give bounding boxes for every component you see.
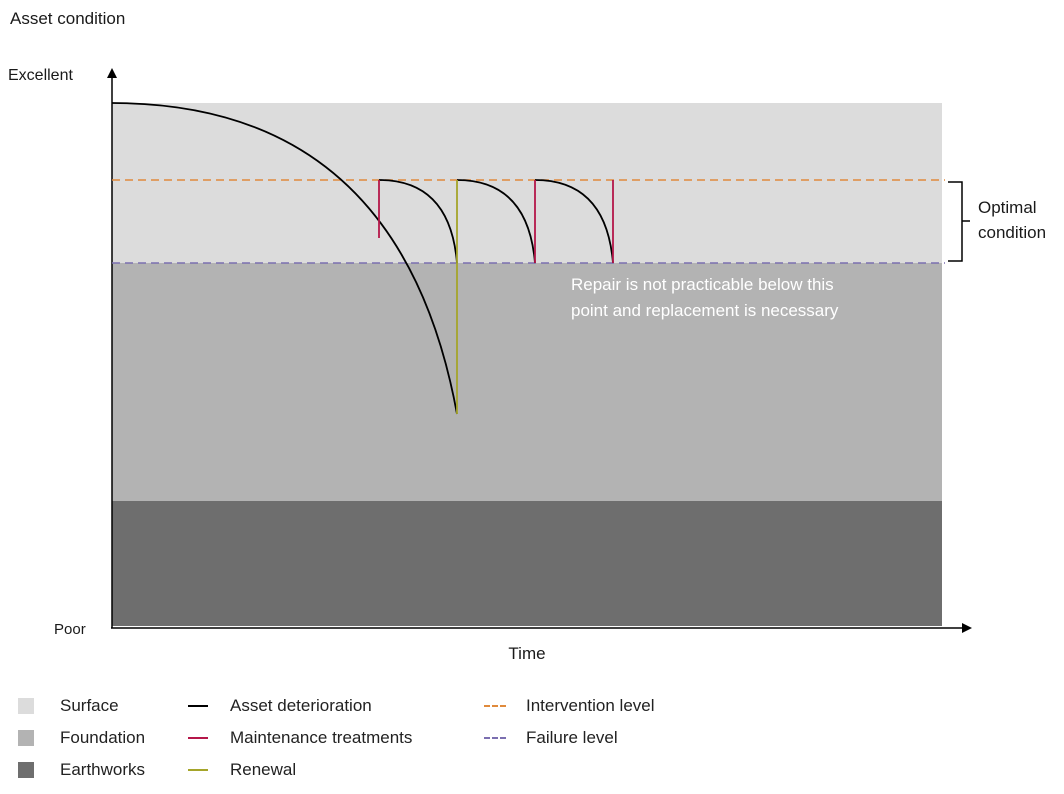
- chart-title: Asset condition: [10, 9, 125, 28]
- repair-note-line1: Repair is not practicable below this: [571, 275, 834, 294]
- legend-label-maintenance: Maintenance treatments: [230, 728, 413, 747]
- legend-label-failure: Failure level: [526, 728, 618, 747]
- legend-item-asset-deterioration: Asset deterioration: [188, 690, 412, 722]
- legend-lines: Asset deterioration Maintenance treatmen…: [188, 690, 412, 786]
- y-axis-bottom-label: Poor: [54, 621, 86, 638]
- legend-label-intervention: Intervention level: [526, 696, 655, 715]
- foundation-swatch: [18, 730, 34, 746]
- legend-levels: Intervention level Failure level: [484, 690, 655, 754]
- intervention-swatch: [484, 705, 506, 707]
- legend-item-failure: Failure level: [484, 722, 655, 754]
- deterioration-segment-1: [378, 179, 458, 264]
- legend-item-intervention: Intervention level: [484, 690, 655, 722]
- earthworks-swatch: [18, 762, 34, 778]
- legend-item-foundation: Foundation: [18, 722, 145, 754]
- optimal-label-line2: condition: [978, 223, 1046, 242]
- legend-label-renewal: Renewal: [230, 760, 297, 779]
- optimal-condition-label: Optimal condition: [978, 198, 1046, 242]
- legend-item-renewal: Renewal: [188, 754, 412, 786]
- legend: Surface Foundation Earthworks Asset dete…: [0, 690, 1064, 794]
- maintenance-swatch: [188, 737, 208, 739]
- optimal-label-line1: Optimal: [978, 198, 1037, 217]
- repair-note: Repair is not practicable below this poi…: [571, 275, 839, 320]
- surface-swatch: [18, 698, 34, 714]
- legend-label-asset-deterioration: Asset deterioration: [230, 696, 372, 715]
- x-axis-label: Time: [508, 644, 545, 663]
- legend-item-surface: Surface: [18, 690, 145, 722]
- y-axis-top-label: Excellent: [8, 67, 73, 84]
- legend-label-foundation: Foundation: [60, 728, 146, 747]
- legend-label-surface: Surface: [60, 696, 119, 715]
- earthworks-band: [112, 501, 942, 626]
- deterioration-segment-2: [456, 179, 536, 264]
- repair-note-line2: point and replacement is necessary: [571, 301, 839, 320]
- legend-item-earthworks: Earthworks: [18, 754, 145, 786]
- optimal-condition-bracket: [948, 181, 970, 262]
- failure-swatch: [484, 737, 506, 739]
- legend-label-earthworks: Earthworks: [60, 760, 146, 779]
- surface-band: [112, 103, 942, 263]
- asset-condition-diagram: Asset condition Excellent Poor Time Opti…: [8, 9, 1046, 663]
- legend-layers: Surface Foundation Earthworks: [18, 690, 145, 786]
- deterioration-segment-3: [534, 179, 614, 264]
- asset-deterioration-swatch: [188, 705, 208, 707]
- asset-deterioration-curve: [111, 102, 458, 415]
- legend-item-maintenance: Maintenance treatments: [188, 722, 412, 754]
- renewal-swatch: [188, 769, 208, 771]
- foundation-band: [112, 263, 942, 501]
